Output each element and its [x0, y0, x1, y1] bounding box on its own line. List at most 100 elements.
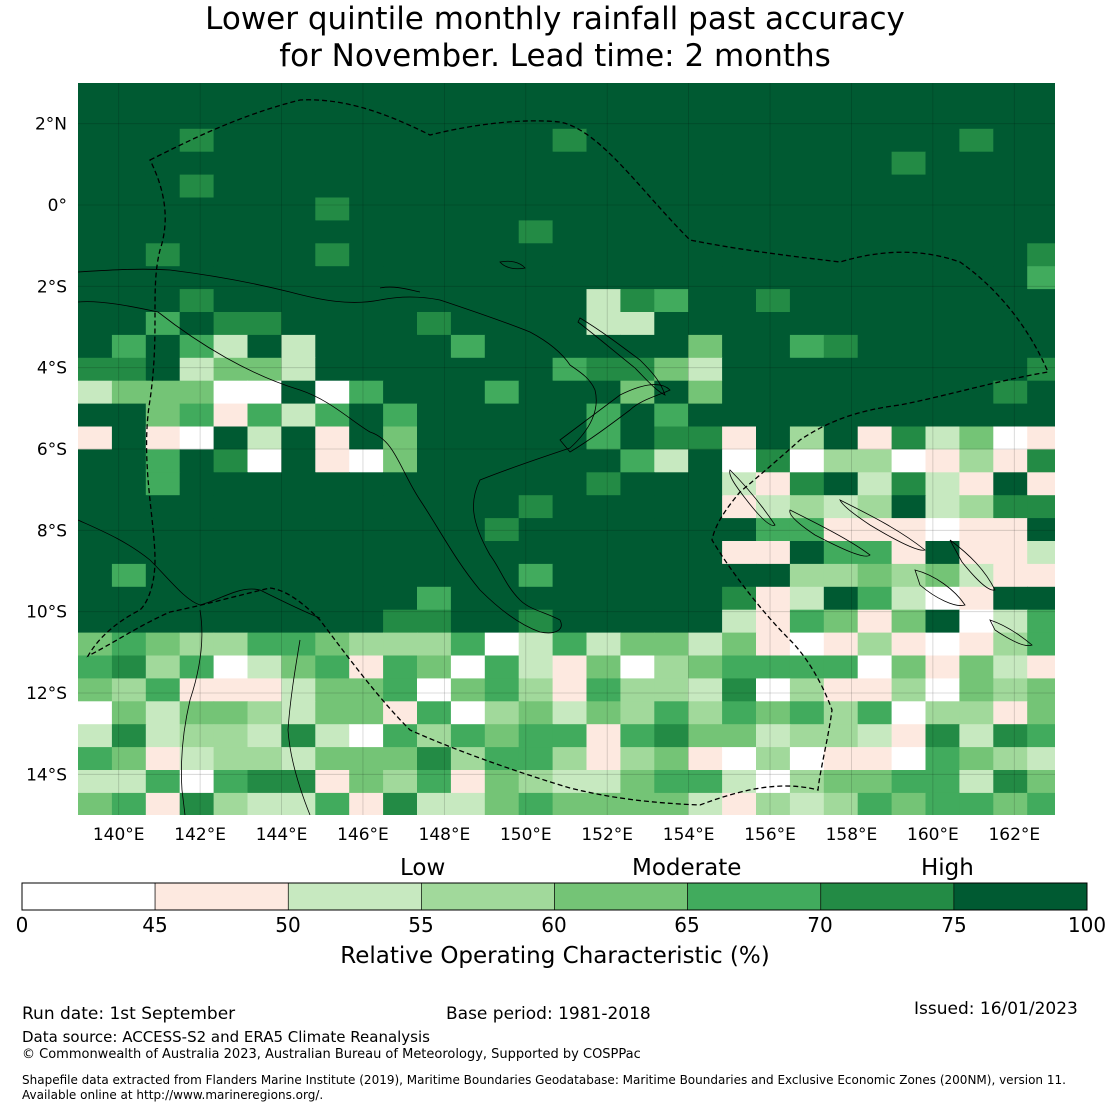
- map-grid-cell: [688, 586, 723, 611]
- map-grid-cell: [417, 312, 452, 336]
- map-grid-cell: [789, 151, 825, 176]
- map-grid-cell: [484, 449, 520, 473]
- map-grid-cell: [349, 632, 384, 657]
- map-grid-cell: [315, 495, 350, 519]
- map-grid-cell: [1061, 289, 1096, 313]
- map-grid-cell: [213, 518, 249, 542]
- map-grid-cell: [450, 678, 486, 702]
- map-grid-cell: [620, 243, 655, 267]
- map-grid-cell: [417, 151, 452, 176]
- map-grid-cell: [925, 541, 960, 565]
- colorbar-tick-label: 100: [1067, 913, 1107, 937]
- map-grid-cell: [484, 609, 520, 634]
- map-grid-cell: [722, 197, 757, 221]
- map-grid-cell: [111, 449, 147, 473]
- map-grid-cell: [823, 449, 859, 473]
- map-grid-cell: [654, 426, 689, 450]
- map-grid-cell: [179, 403, 215, 428]
- map-grid-cell: [722, 609, 757, 634]
- map-grid-cell: [145, 266, 181, 290]
- map-grid-cell: [654, 495, 689, 519]
- latitude-label: 14°S: [26, 765, 67, 785]
- map-grid-cell: [111, 174, 147, 199]
- colorbar-tick-label: 45: [142, 913, 168, 937]
- map-grid-cell: [823, 334, 859, 359]
- map-grid-cell: [450, 586, 486, 611]
- map-grid-cell: [620, 403, 655, 428]
- map-grid-cell: [1027, 380, 1055, 405]
- map-grid-cell: [620, 678, 655, 702]
- map-grid-cell: [417, 83, 452, 107]
- map-grid-cell: [1027, 334, 1055, 359]
- map-grid-cell: [993, 312, 1028, 336]
- map-grid-cell: [993, 83, 1028, 107]
- map-grid-cell: [78, 197, 113, 221]
- map-grid-cell: [1027, 792, 1055, 815]
- map-grid-cell: [518, 266, 554, 290]
- map-grid-cell: [688, 128, 723, 153]
- map-grid-cell: [484, 334, 520, 359]
- map-grid-cell: [145, 128, 181, 153]
- map-grid-cell: [756, 83, 791, 107]
- map-grid-cell: [349, 151, 384, 176]
- map-grid-cell: [756, 357, 791, 382]
- map-grid-cell: [688, 609, 723, 634]
- map-grid-cell: [552, 472, 588, 496]
- map-grid-cell: [383, 128, 418, 153]
- map-grid-cell: [654, 128, 689, 153]
- copyright-notice: © Commonwealth of Australia 2023, Austra…: [22, 1047, 641, 1062]
- map-grid-cell: [450, 334, 486, 359]
- colorbar-category-low: Low: [400, 855, 446, 881]
- map-grid-cell: [857, 632, 893, 657]
- map-grid-cell: [247, 449, 282, 473]
- map-grid-cell: [993, 128, 1028, 153]
- map-grid-cell: [247, 609, 282, 634]
- map-grid-cell: [349, 197, 384, 221]
- map-grid-cell: [78, 518, 113, 542]
- map-grid-cell: [111, 678, 147, 702]
- map-grid-cell: [1027, 747, 1055, 771]
- map-grid-cell: [78, 609, 113, 634]
- map-grid-cell: [586, 243, 621, 267]
- map-grid-cell: [450, 632, 486, 657]
- map-grid-cell: [823, 541, 859, 565]
- map-grid-cell: [1061, 793, 1096, 817]
- map-grid-cell: [959, 197, 994, 221]
- map-grid-cell: [247, 632, 282, 657]
- map-grid-cell: [213, 403, 249, 428]
- map-grid-cell: [518, 678, 554, 702]
- map-grid-cell: [518, 128, 554, 153]
- map-grid-cell: [518, 105, 554, 130]
- map-grid-cell: [993, 747, 1028, 771]
- map-grid-cell: [688, 563, 723, 588]
- map-grid-cell: [756, 151, 791, 176]
- map-grid-cell: [654, 655, 689, 679]
- map-grid-cell: [925, 655, 960, 679]
- map-grid-cell: [78, 472, 113, 496]
- map-grid-cell: [925, 220, 960, 244]
- map-grid-cell: [518, 701, 554, 725]
- map-grid-cell: [111, 632, 147, 657]
- map-grid-cell: [654, 266, 689, 290]
- map-grid-cell: [484, 220, 520, 244]
- map-grid-cell: [722, 770, 757, 794]
- map-grid-cell: [315, 563, 350, 588]
- map-grid-cell: [383, 220, 418, 244]
- map-grid-cell: [552, 380, 588, 405]
- map-grid-cell: [891, 678, 927, 702]
- map-grid-cell: [586, 609, 621, 634]
- map-grid-cell: [315, 197, 350, 221]
- map-grid-cell: [620, 655, 655, 679]
- map-grid-cell: [756, 792, 791, 815]
- map-grid-cell: [688, 83, 723, 107]
- map-grid-cell: [925, 632, 960, 657]
- map-grid-cell: [620, 357, 655, 382]
- map-grid-cell: [417, 472, 452, 496]
- map-grid-cell: [789, 403, 825, 428]
- map-grid-cell: [925, 266, 960, 290]
- map-grid-cell: [213, 151, 249, 176]
- map-grid-cell: [993, 426, 1028, 450]
- map-grid-cell: [756, 220, 791, 244]
- map-grid-cell: [281, 701, 316, 725]
- map-grid-cell: [450, 563, 486, 588]
